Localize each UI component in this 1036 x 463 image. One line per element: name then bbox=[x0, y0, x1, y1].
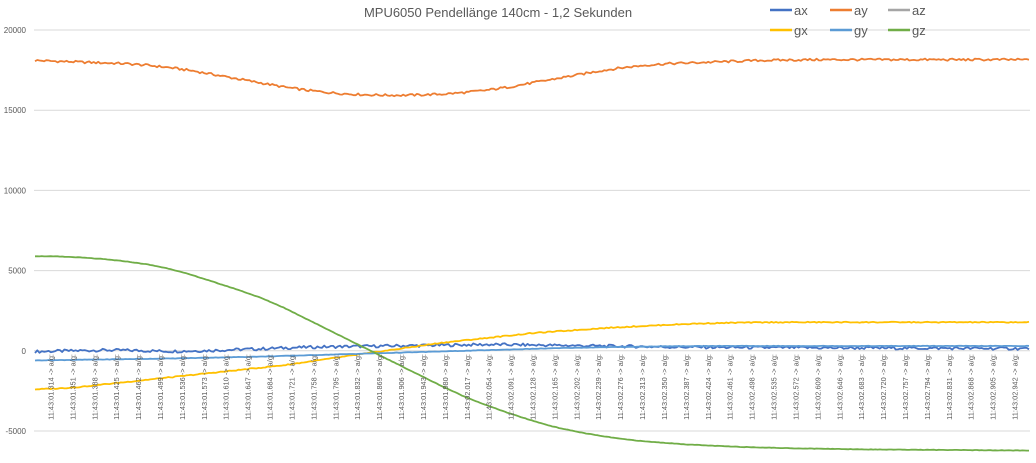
y-tick-label: 10000 bbox=[4, 186, 27, 195]
legend-label-gx: gx bbox=[794, 23, 808, 38]
x-tick-label: 11:43:01.647 -> a/g: bbox=[244, 354, 253, 420]
x-tick-label: 11:43:02.794 -> a/g: bbox=[923, 354, 932, 420]
x-tick-label: 11:43:01.536 -> a/g: bbox=[178, 354, 187, 420]
chart-title: MPU6050 Pendellänge 140cm - 1,2 Sekunden bbox=[364, 5, 632, 20]
x-tick-label: 11:43:01.758 -> a/g: bbox=[309, 354, 318, 420]
x-tick-label: 11:43:02.942 -> a/g: bbox=[1011, 354, 1020, 420]
x-tick-label: 11:43:01.425 -> a/g: bbox=[112, 354, 121, 420]
x-axis: 11:43:01.314 -> a/g: 11:43:01.351 -> a/g:… bbox=[46, 354, 1019, 420]
series-line-gy bbox=[34, 344, 1030, 362]
x-tick-label: 11:43:02.165 -> a/g: bbox=[550, 354, 559, 420]
gridlines bbox=[34, 29, 1030, 432]
x-tick-label: 11:43:02.239 -> a/g: bbox=[594, 354, 603, 420]
x-tick-label: 11:43:01.610 -> a/g: bbox=[222, 354, 231, 420]
x-tick-label: 11:43:01.795 -> a/g: bbox=[331, 354, 340, 420]
y-tick-label: 5000 bbox=[8, 267, 26, 276]
x-tick-label: 11:43:01.573 -> a/g: bbox=[200, 354, 209, 420]
x-tick-label: 11:43:01.980 -> a/g: bbox=[441, 354, 450, 420]
x-tick-label: 11:43:02.868 -> a/g: bbox=[967, 354, 976, 420]
series-line-gz bbox=[35, 255, 1029, 452]
x-tick-label: 11:43:02.683 -> a/g: bbox=[857, 354, 866, 420]
x-tick-label: 11:43:02.905 -> a/g: bbox=[989, 354, 998, 420]
x-tick-label: 11:43:02.350 -> a/g: bbox=[660, 354, 669, 420]
y-axis: -5000 0 5000 10000 15000 20000 bbox=[4, 26, 27, 436]
y-tick-label: 15000 bbox=[4, 106, 27, 115]
y-tick-label: -5000 bbox=[6, 427, 27, 436]
x-tick-label: 11:43:01.869 -> a/g: bbox=[375, 354, 384, 420]
y-tick-label: 20000 bbox=[4, 26, 27, 35]
x-tick-label: 11:43:02.202 -> a/g: bbox=[572, 354, 581, 420]
legend: ax ay az gx gy gz bbox=[770, 3, 926, 38]
x-tick-label: 11:43:01.314 -> a/g: bbox=[46, 354, 55, 420]
legend-label-ay: ay bbox=[854, 3, 868, 18]
x-tick-label: 11:43:02.831 -> a/g: bbox=[945, 354, 954, 420]
x-tick-label: 11:43:02.017 -> a/g: bbox=[463, 354, 472, 420]
x-tick-label: 11:43:02.572 -> a/g: bbox=[791, 354, 800, 420]
x-tick-label: 11:43:02.461 -> a/g: bbox=[726, 354, 735, 420]
x-tick-label: 11:43:01.684 -> a/g: bbox=[266, 354, 275, 420]
x-tick-label: 11:43:02.091 -> a/g: bbox=[507, 354, 516, 420]
legend-label-gy: gy bbox=[854, 23, 868, 38]
series-line-ay bbox=[34, 57, 1030, 98]
legend-label-az: az bbox=[912, 3, 926, 18]
x-tick-label: 11:43:02.646 -> a/g: bbox=[835, 354, 844, 420]
x-tick-label: 11:43:02.609 -> a/g: bbox=[813, 354, 822, 420]
y-tick-label: 0 bbox=[22, 347, 27, 356]
x-tick-label: 11:43:02.054 -> a/g: bbox=[485, 354, 494, 420]
series-line-gx bbox=[34, 320, 1030, 391]
x-tick-label: 11:43:02.276 -> a/g: bbox=[616, 354, 625, 420]
series-line-ax bbox=[34, 342, 1030, 354]
x-tick-label: 11:43:02.720 -> a/g: bbox=[879, 354, 888, 420]
x-tick-label: 11:43:02.313 -> a/g: bbox=[638, 354, 647, 420]
x-tick-label: 11:43:01.943 -> a/g: bbox=[419, 354, 428, 420]
legend-label-ax: ax bbox=[794, 3, 808, 18]
x-tick-label: 11:43:01.906 -> a/g: bbox=[397, 354, 406, 420]
x-tick-label: 11:43:01.721 -> a/g: bbox=[287, 354, 296, 420]
x-tick-label: 11:43:01.462 -> a/g: bbox=[134, 354, 143, 420]
x-tick-label: 11:43:01.832 -> a/g: bbox=[353, 354, 362, 420]
series-lines bbox=[34, 57, 1030, 452]
legend-label-gz: gz bbox=[912, 23, 926, 38]
x-tick-label: 11:43:01.388 -> a/g: bbox=[90, 354, 99, 420]
x-tick-label: 11:43:02.757 -> a/g: bbox=[901, 354, 910, 420]
x-tick-label: 11:43:02.387 -> a/g: bbox=[682, 354, 691, 420]
x-tick-label: 11:43:01.499 -> a/g: bbox=[156, 354, 165, 420]
x-tick-label: 11:43:02.498 -> a/g: bbox=[748, 354, 757, 420]
x-tick-label: 11:43:02.424 -> a/g: bbox=[704, 354, 713, 420]
x-tick-label: 11:43:01.351 -> a/g: bbox=[68, 354, 77, 420]
x-tick-label: 11:43:02.128 -> a/g: bbox=[529, 354, 538, 420]
x-tick-label: 11:43:02.535 -> a/g: bbox=[770, 354, 779, 420]
